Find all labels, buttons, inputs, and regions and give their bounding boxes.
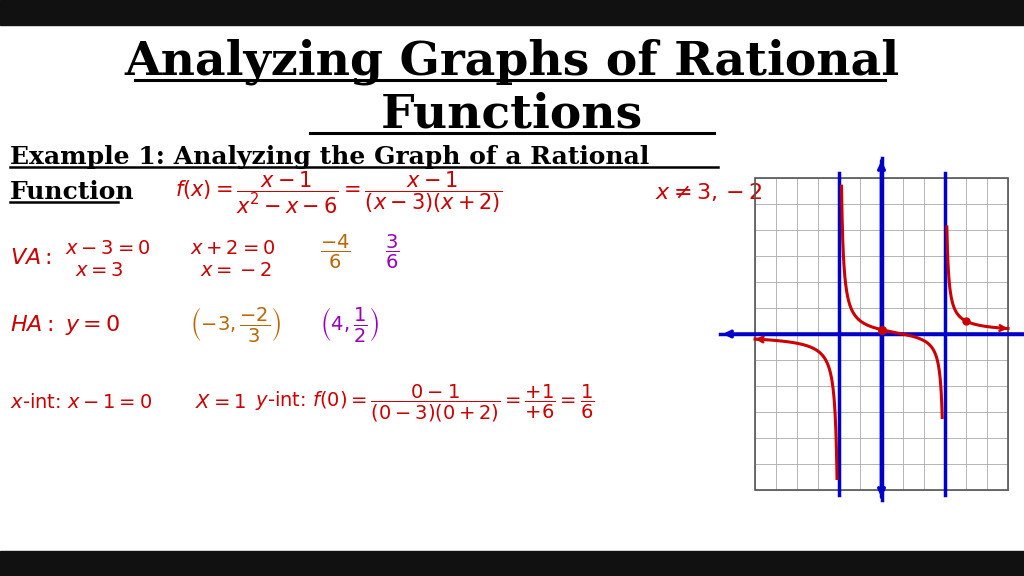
Text: $x=3$: $x=3$ bbox=[75, 260, 124, 279]
Text: $f(x) = \dfrac{x-1}{x^2-x-6} = \dfrac{x-1}{(x-3)(x+2)}$: $f(x) = \dfrac{x-1}{x^2-x-6} = \dfrac{x-… bbox=[175, 170, 502, 216]
Text: $\dfrac{-4}{6}$: $\dfrac{-4}{6}$ bbox=[319, 233, 351, 271]
Text: Function: Function bbox=[10, 180, 134, 204]
Bar bbox=[0, 0, 1024, 25]
Bar bbox=[755, 178, 1008, 490]
Text: $\dfrac{3}{6}$: $\dfrac{3}{6}$ bbox=[385, 233, 399, 271]
Text: Example 1: Analyzing the Graph of a Rational: Example 1: Analyzing the Graph of a Rati… bbox=[10, 145, 649, 169]
Bar bbox=[755, 178, 1008, 490]
Text: $HA:\ y=0$: $HA:\ y=0$ bbox=[10, 313, 121, 337]
Text: $x=-2$: $x=-2$ bbox=[200, 260, 272, 279]
Text: $x+2=0$: $x+2=0$ bbox=[190, 238, 275, 257]
Text: $VA:$: $VA:$ bbox=[10, 247, 51, 269]
Text: $y$-int: $f(0) = \dfrac{0-1}{(0-3)(0+2)} = \dfrac{+1}{+6} = \dfrac{1}{6}$: $y$-int: $f(0) = \dfrac{0-1}{(0-3)(0+2)}… bbox=[255, 382, 595, 423]
Text: $\left(4,\dfrac{1}{2}\right)$: $\left(4,\dfrac{1}{2}\right)$ bbox=[319, 305, 379, 344]
Text: $X=1$: $X=1$ bbox=[195, 393, 246, 412]
Text: $x \neq 3, -2$: $x \neq 3, -2$ bbox=[655, 182, 763, 204]
Text: $x$-int: $x-1=0$: $x$-int: $x-1=0$ bbox=[10, 393, 152, 412]
Text: Analyzing Graphs of Rational: Analyzing Graphs of Rational bbox=[125, 39, 899, 85]
Text: $\left(-3,\dfrac{-2}{3}\right)$: $\left(-3,\dfrac{-2}{3}\right)$ bbox=[190, 305, 282, 344]
Text: $x-3=0$: $x-3=0$ bbox=[65, 238, 151, 257]
Bar bbox=[0, 551, 1024, 576]
Text: Functions: Functions bbox=[381, 92, 643, 138]
